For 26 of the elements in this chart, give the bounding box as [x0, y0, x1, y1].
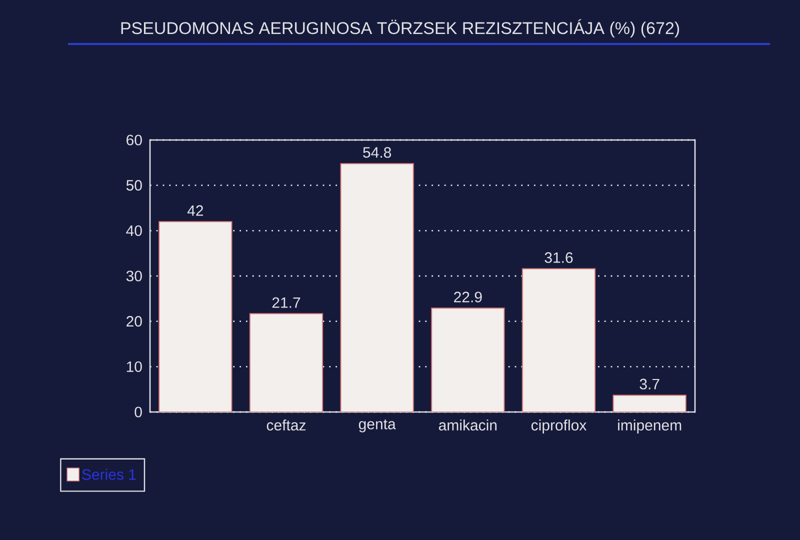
y-tick-label: 60: [126, 134, 142, 146]
x-tick-label: ceftaz: [266, 420, 306, 431]
x-tick-label: amikacin: [438, 420, 497, 431]
y-tick-label: 50: [126, 180, 142, 191]
data-label: 22.9: [454, 292, 482, 302]
bar: [522, 268, 596, 412]
data-label: 42: [187, 205, 204, 216]
bar: [612, 394, 686, 412]
x-tick-label: ciproflox: [531, 420, 587, 434]
y-tick-label: 20: [126, 316, 142, 327]
legend-label: Series 1: [82, 468, 136, 480]
data-label: 21.7: [272, 297, 300, 308]
bar: [159, 222, 232, 412]
chart-title: PSEUDOMONAS AERUGINOSA TÖRZSEK REZISZTENCIÁJA (%) (672): [121, 19, 680, 38]
data-label: 31.6: [544, 252, 573, 263]
x-tick-label: genta: [358, 420, 396, 432]
y-tick-label: 40: [126, 225, 142, 236]
bar: [340, 164, 414, 412]
y-tick-label: 30: [126, 270, 142, 282]
bar: [250, 314, 323, 412]
x-tick-label: imipenem: [618, 420, 682, 434]
y-tick-label: 10: [126, 361, 142, 372]
data-label: 3.7: [640, 378, 660, 390]
data-label: 54.8: [363, 147, 392, 158]
y-tick-label: 0: [134, 406, 142, 418]
bar: [432, 308, 504, 412]
